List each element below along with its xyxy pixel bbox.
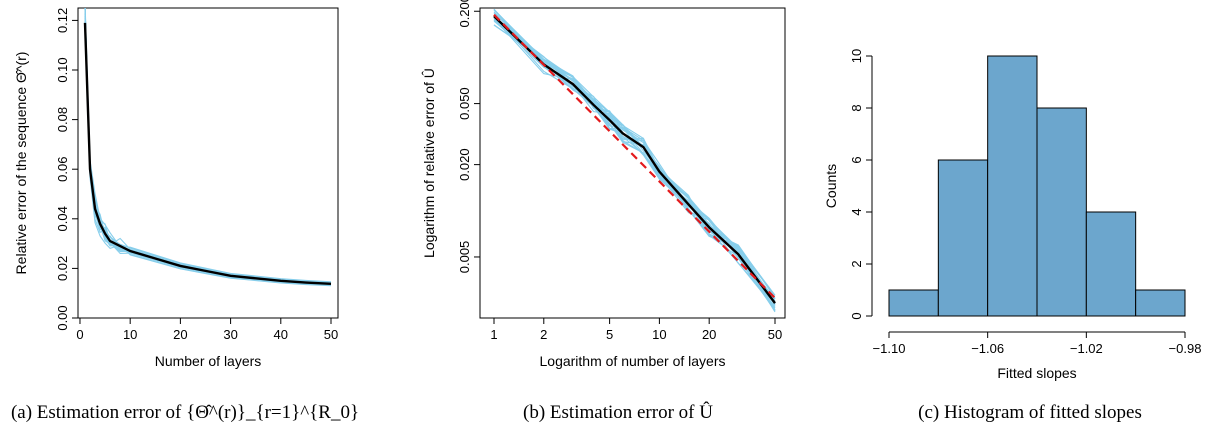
histogram-bar xyxy=(937,159,989,317)
replicate-line-a xyxy=(84,22,332,283)
y-tick-label-c: 10 xyxy=(849,49,864,63)
x-tick-label-b: 1 xyxy=(490,327,497,342)
y-axis-label-a: Relative error of the sequence Θ̂^(r) xyxy=(13,52,29,275)
x-tick-label-a: 10 xyxy=(123,327,137,342)
mean-line-b xyxy=(493,15,776,304)
x-tick-label-b: 2 xyxy=(540,327,547,342)
replicate-line-b xyxy=(493,17,776,308)
y-axis-b: 0.005 0.020 0.050 0.200 xyxy=(457,0,480,273)
y-tick-label-b: 0.200 xyxy=(457,0,472,28)
panel-c-histogram-chart: −1.10 −1.06 −1.02 −0.98 Fitted slopes 0 2 4 6 8 10… xyxy=(823,49,1201,381)
y-tick-label-c: 2 xyxy=(849,260,864,267)
x-axis-b: 1 2 5 10 20 50 xyxy=(490,318,782,342)
replicate-line-b xyxy=(493,24,776,300)
x-tick-label-c: −1.10 xyxy=(873,341,906,356)
plot-frame-b xyxy=(479,7,786,319)
x-tick-label-c: −1.02 xyxy=(1070,341,1103,356)
y-axis-label-b: Logarithm of relative error of Û xyxy=(421,68,437,258)
x-tick-label-c: −0.98 xyxy=(1169,341,1202,356)
y-tick-label-a: 0.12 xyxy=(55,8,70,33)
x-tick-label-b: 5 xyxy=(606,327,613,342)
replicate-line-a xyxy=(84,8,332,286)
captions: (a) Estimation error of {Θ̂^(r)}_{r=1}^{… xyxy=(11,401,1142,423)
fitted-line-b xyxy=(493,13,776,299)
replicate-line-a xyxy=(84,13,332,285)
y-axis-c: 0 2 4 6 8 10 xyxy=(849,49,873,320)
caption-a: (a) Estimation error of {Θ̂^(r)}_{r=1}^{… xyxy=(11,402,359,423)
x-axis-label-a: Number of layers xyxy=(155,353,262,369)
replicate-line-a xyxy=(84,8,332,284)
y-tick-label-b: 0.050 xyxy=(457,87,472,120)
y-axis-a: 0.00 0.02 0.04 0.06 0.08 0.10 0.12 xyxy=(55,8,78,331)
replicate-line-a xyxy=(84,8,332,285)
replicate-line-a xyxy=(84,13,332,285)
x-tick-label-a: 40 xyxy=(274,327,288,342)
histogram-bar xyxy=(987,55,1038,317)
caption-b: (b) Estimation error of Û xyxy=(523,401,713,423)
replicate-line-a xyxy=(84,8,332,285)
x-tick-label-c: −1.06 xyxy=(971,341,1004,356)
y-tick-label-b: 0.005 xyxy=(457,241,472,274)
panel-b-log-error-chart: 1 2 5 10 20 50 Logarithm of number of layers 0.… xyxy=(421,0,786,369)
x-tick-label-a: 20 xyxy=(173,327,187,342)
histogram-bars-c xyxy=(888,55,1186,317)
y-tick-label-a: 0.10 xyxy=(55,57,70,82)
y-tick-label-c: 6 xyxy=(849,156,864,163)
y-tick-label-b: 0.020 xyxy=(457,148,472,181)
replicate-line-a xyxy=(84,8,332,285)
mean-line-a xyxy=(83,22,332,285)
replicate-line-a xyxy=(84,8,332,284)
y-tick-label-a: 0.08 xyxy=(55,107,70,132)
y-tick-label-a: 0.06 xyxy=(55,157,70,182)
x-tick-label-b: 50 xyxy=(768,327,782,342)
y-tick-label-a: 0.00 xyxy=(55,305,70,330)
y-tick-label-c: 8 xyxy=(849,104,864,111)
replicate-line-a xyxy=(84,8,332,284)
replicate-line-a xyxy=(84,8,332,285)
y-tick-label-a: 0.04 xyxy=(55,206,70,231)
x-axis-label-c: Fitted slopes xyxy=(997,365,1076,381)
y-axis-label-c: Counts xyxy=(823,164,839,208)
y-tick-label-c: 4 xyxy=(849,208,864,215)
histogram-bar xyxy=(1085,211,1137,317)
histogram-bar xyxy=(888,289,939,317)
x-axis-label-b: Logarithm of number of layers xyxy=(540,353,726,369)
x-tick-label-a: 0 xyxy=(76,327,83,342)
y-tick-label-c: 0 xyxy=(849,312,864,319)
replicate-curves-b xyxy=(493,8,776,313)
histogram-bar xyxy=(1135,289,1186,317)
x-tick-label-b: 10 xyxy=(652,327,666,342)
y-tick-label-a: 0.02 xyxy=(55,256,70,281)
replicate-line-a xyxy=(84,8,332,287)
x-tick-label-b: 20 xyxy=(702,327,716,342)
replicate-line-a xyxy=(84,16,332,284)
replicate-line-a xyxy=(84,18,332,283)
x-axis-a: 0 10 20 30 40 50 xyxy=(76,318,338,342)
histogram-bar xyxy=(1036,107,1087,317)
replicate-line-b xyxy=(493,24,776,304)
x-tick-label-a: 30 xyxy=(223,327,237,342)
replicate-line-b xyxy=(493,8,776,302)
x-tick-label-a: 50 xyxy=(324,327,338,342)
replicate-curves-a xyxy=(84,8,332,287)
caption-c: (c) Histogram of fitted slopes xyxy=(918,402,1142,423)
plot-frame-a xyxy=(77,7,339,319)
replicate-line-a xyxy=(84,16,332,285)
x-axis-c: −1.10 −1.06 −1.02 −0.98 xyxy=(873,331,1202,356)
